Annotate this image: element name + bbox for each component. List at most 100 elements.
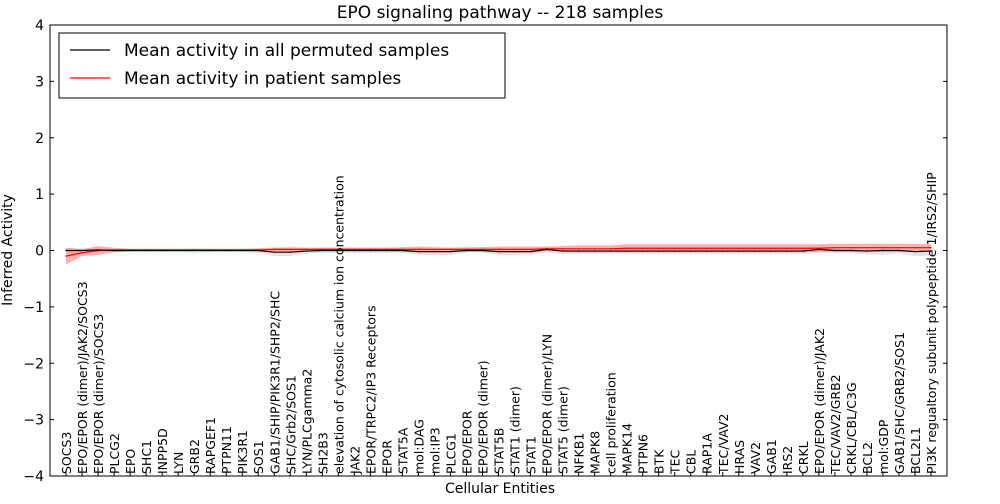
point-patient bbox=[369, 248, 372, 251]
point-patient bbox=[609, 248, 612, 250]
point-permuted bbox=[673, 250, 676, 252]
x-tick-label: EPO/EPOR (dimer)/JAK2/SOCS3 bbox=[75, 281, 90, 474]
point-permuted bbox=[81, 249, 83, 252]
point-permuted bbox=[129, 249, 131, 252]
point-permuted bbox=[497, 250, 500, 253]
point-patient bbox=[657, 247, 660, 249]
point-permuted bbox=[930, 250, 932, 252]
point-permuted bbox=[257, 249, 259, 252]
point-permuted bbox=[577, 250, 580, 252]
point-patient bbox=[497, 248, 500, 251]
x-tick-label: cell proliferation bbox=[604, 372, 619, 474]
point-patient bbox=[529, 248, 532, 251]
point-permuted bbox=[850, 249, 852, 252]
point-permuted bbox=[738, 250, 740, 252]
point-patient bbox=[577, 248, 580, 250]
point-permuted bbox=[529, 250, 532, 253]
x-tick-label: PTPN6 bbox=[636, 434, 651, 474]
point-permuted bbox=[609, 250, 612, 252]
point-patient bbox=[337, 248, 340, 251]
point-permuted bbox=[161, 249, 163, 252]
x-tick-label: EPO bbox=[123, 449, 138, 474]
point-patient bbox=[930, 246, 932, 249]
x-tick-label: LYN/PLCgamma2 bbox=[299, 369, 314, 474]
point-patient bbox=[625, 247, 628, 249]
point-permuted bbox=[417, 250, 420, 253]
point-patient bbox=[81, 252, 83, 254]
point-patient bbox=[914, 246, 916, 249]
x-tick-label: EPO/EPOR (dimer)/SOCS3 bbox=[91, 314, 106, 474]
x-tick-label: STAT5A bbox=[395, 427, 410, 474]
x-tick-label: RAPGEF1 bbox=[203, 417, 218, 474]
point-permuted bbox=[754, 250, 756, 252]
point-patient bbox=[898, 246, 900, 249]
x-tick-label: SOS1 bbox=[251, 440, 266, 474]
point-permuted bbox=[305, 250, 307, 252]
point-patient bbox=[449, 248, 452, 251]
point-permuted bbox=[353, 249, 356, 252]
y-tick-label: −3 bbox=[23, 413, 44, 429]
chart-title: EPO signaling pathway -- 218 samples bbox=[337, 3, 664, 23]
point-permuted bbox=[193, 249, 195, 252]
point-permuted bbox=[369, 249, 372, 252]
x-tick-label: EPO/EPOR (dimer)/LYN bbox=[540, 334, 555, 474]
point-permuted bbox=[914, 250, 916, 253]
point-permuted bbox=[225, 249, 227, 252]
point-permuted bbox=[657, 250, 660, 252]
point-patient bbox=[786, 247, 788, 249]
point-permuted bbox=[593, 250, 596, 252]
point-patient bbox=[690, 247, 692, 249]
point-permuted bbox=[177, 249, 179, 252]
point-permuted bbox=[770, 250, 772, 252]
legend-label-permuted: Mean activity in all permuted samples bbox=[124, 41, 449, 61]
y-tick-label: 1 bbox=[35, 187, 44, 203]
x-tick-label: GAB1/SHC/GRB2/SOS1 bbox=[892, 332, 907, 474]
x-tick-label: LYN bbox=[171, 452, 186, 474]
x-tick-label: HRAS bbox=[732, 440, 747, 474]
point-permuted bbox=[65, 249, 67, 252]
x-tick-label: TEC/VAV2/GRB2 bbox=[828, 374, 843, 475]
point-permuted bbox=[818, 248, 820, 251]
y-tick-label: −2 bbox=[23, 356, 44, 372]
point-patient bbox=[673, 247, 676, 249]
point-patient bbox=[305, 248, 307, 251]
point-patient bbox=[401, 248, 404, 251]
x-tick-label: SHC/Grb2/SOS1 bbox=[283, 375, 298, 474]
y-axis-label: Inferred Activity bbox=[0, 194, 16, 306]
x-tick-label: SOCS3 bbox=[59, 432, 74, 474]
x-tick-label: EPO/EPOR (dimer)/JAK2 bbox=[812, 328, 827, 474]
point-permuted bbox=[882, 249, 884, 252]
point-patient bbox=[834, 246, 836, 249]
point-patient bbox=[802, 247, 804, 249]
point-permuted bbox=[385, 249, 388, 252]
legend-label-patient: Mean activity in patient samples bbox=[124, 69, 401, 89]
point-patient bbox=[465, 248, 468, 251]
point-permuted bbox=[321, 249, 324, 252]
point-permuted bbox=[433, 250, 436, 253]
point-patient bbox=[353, 248, 356, 251]
point-permuted bbox=[209, 249, 211, 252]
point-patient bbox=[321, 248, 324, 251]
point-patient bbox=[385, 248, 388, 251]
point-patient bbox=[850, 246, 852, 249]
y-tick-label: 4 bbox=[35, 18, 44, 34]
point-permuted bbox=[97, 249, 99, 251]
x-tick-label: EPOR bbox=[379, 440, 394, 474]
point-patient bbox=[481, 248, 484, 251]
point-permuted bbox=[786, 250, 788, 252]
point-patient bbox=[561, 248, 564, 250]
x-tick-label: JAK2 bbox=[347, 446, 362, 475]
x-tick-label: TEC/VAV2 bbox=[716, 414, 731, 475]
x-tick-label: EPOR/TRPC2/IP3 Receptors bbox=[363, 305, 378, 474]
x-tick-label: SH2B3 bbox=[315, 432, 330, 474]
x-tick-label: MAPK8 bbox=[588, 431, 603, 474]
point-permuted bbox=[337, 249, 340, 252]
point-permuted bbox=[241, 249, 243, 252]
point-patient bbox=[417, 248, 420, 251]
x-tick-label: GAB1/SHIP/PIK3R1/SHP2/SHC bbox=[267, 291, 282, 474]
point-permuted bbox=[513, 250, 516, 253]
point-patient bbox=[593, 248, 596, 250]
x-tick-label: CRKL bbox=[796, 441, 811, 474]
x-tick-label: PTPN11 bbox=[219, 426, 234, 474]
